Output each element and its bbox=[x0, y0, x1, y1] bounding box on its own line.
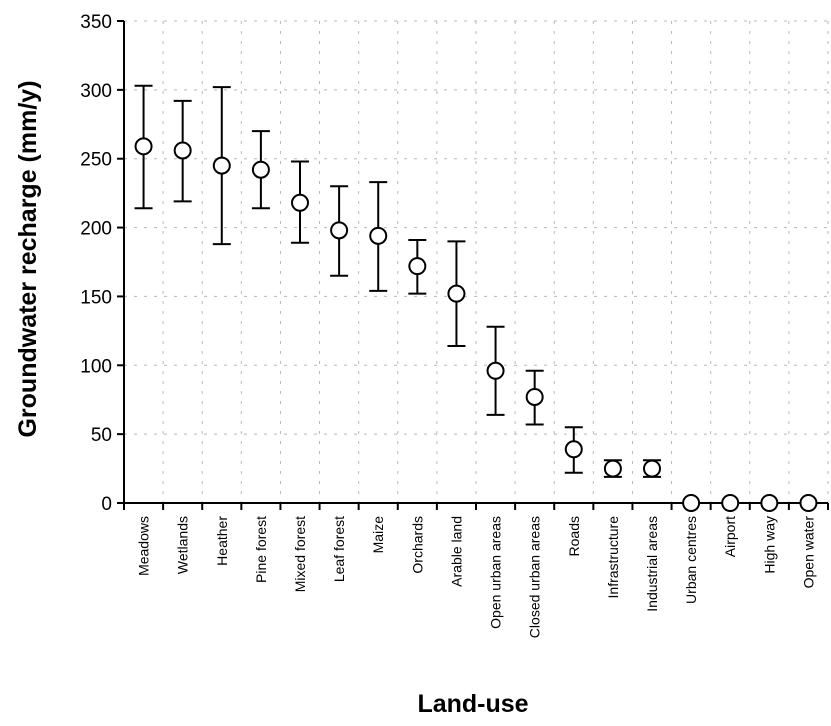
x-category-label: Wetlands bbox=[175, 516, 191, 574]
x-category-label: Heather bbox=[214, 516, 230, 566]
y-tick-label: 350 bbox=[80, 12, 112, 33]
data-point bbox=[173, 141, 192, 160]
y-tick-label: 300 bbox=[80, 81, 112, 102]
data-point bbox=[760, 494, 779, 512]
data-point bbox=[603, 459, 622, 478]
data-point bbox=[291, 193, 309, 212]
y-tick-label: 100 bbox=[80, 356, 112, 377]
x-category-label: Industrial areas bbox=[644, 516, 660, 612]
y-axis-title: Groundwater recharge (mm/y) bbox=[14, 80, 42, 437]
grid bbox=[124, 20, 829, 503]
x-category-label: Urban centres bbox=[683, 516, 699, 604]
data-point bbox=[369, 226, 388, 245]
data-point bbox=[486, 361, 505, 380]
x-category-label: Roads bbox=[566, 516, 582, 556]
data-marks bbox=[134, 84, 818, 512]
x-category-label: Open water bbox=[800, 516, 816, 589]
y-tick-label: 50 bbox=[91, 425, 112, 446]
x-axis-title: Land-use bbox=[417, 690, 528, 718]
x-category-label: Infrastructure bbox=[605, 516, 621, 599]
data-point bbox=[330, 221, 349, 240]
data-point bbox=[525, 387, 544, 406]
data-point bbox=[212, 156, 231, 175]
data-point bbox=[721, 494, 740, 512]
x-category-label: Arable land bbox=[448, 516, 464, 587]
data-point bbox=[799, 494, 818, 512]
data-point bbox=[251, 160, 270, 179]
x-category-label: Open urban areas bbox=[488, 516, 504, 629]
x-category-label: Airport bbox=[722, 516, 738, 557]
data-point bbox=[564, 440, 583, 459]
x-category-label: Leaf forest bbox=[331, 516, 347, 582]
x-category-label: High way bbox=[761, 516, 777, 574]
data-point bbox=[408, 257, 427, 276]
data-point bbox=[134, 137, 153, 156]
y-tick-label: 200 bbox=[80, 219, 112, 240]
data-point bbox=[447, 284, 466, 303]
data-point bbox=[682, 494, 701, 512]
y-tick-label: 0 bbox=[101, 494, 112, 515]
data-point bbox=[643, 459, 661, 478]
y-tick-label: 250 bbox=[80, 150, 112, 171]
x-category-label: Meadows bbox=[136, 516, 152, 576]
x-category-label: Mixed forest bbox=[292, 516, 308, 592]
x-category-label: Orchards bbox=[409, 516, 425, 574]
y-tick-label: 150 bbox=[80, 287, 112, 308]
x-category-label: Maize bbox=[370, 516, 386, 554]
tick-labels: 0 50 100 150 200 250 300 350 Meadows Wetlands Heat… bbox=[80, 12, 816, 638]
x-category-label: Closed urban areas bbox=[527, 516, 543, 638]
x-category-label: Pine forest bbox=[253, 516, 269, 583]
axes bbox=[117, 20, 829, 510]
